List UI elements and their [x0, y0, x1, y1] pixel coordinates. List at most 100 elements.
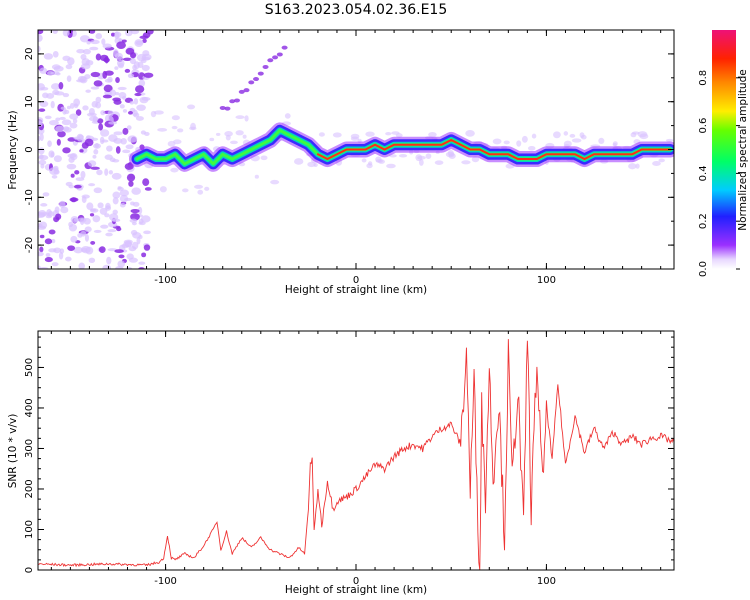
spectrogram-noise-blob — [128, 180, 134, 187]
spectrogram-noise-blob — [138, 221, 146, 226]
spectrogram-noise-blob — [76, 48, 85, 54]
spectrogram-faint-blob — [350, 133, 360, 140]
spectrogram-noise-blob — [112, 197, 119, 205]
spectrogram-noise-blob — [130, 213, 140, 221]
snr-panel: -100 0 100 0 100 200 300 400 500 Height of strai… — [7, 330, 675, 596]
spectrogram-faint-blob — [658, 158, 665, 163]
spectrogram-faint-blob — [471, 156, 480, 163]
spectrogram-faint-blob — [242, 134, 247, 139]
snr-y-tick-label: 300 — [24, 439, 35, 458]
spectrogram-noise-blob — [54, 91, 65, 96]
spectrogram-streak-blob — [281, 45, 288, 50]
spectrogram-noise-blob — [144, 187, 152, 191]
spectrogram-faint-blob — [428, 132, 437, 138]
spectrogram-noise-blob — [106, 256, 112, 265]
spectrogram-noise-blob — [111, 172, 122, 180]
spectrogram-noise-blob — [38, 147, 45, 155]
spectrogram-faint-blob — [652, 160, 661, 167]
spectrogram-noise-blob — [38, 30, 44, 35]
spectrogram-noise-blob — [129, 57, 136, 65]
spectrogram-faint-blob — [628, 163, 637, 170]
spectrogram-noise-blob — [100, 129, 110, 137]
spectrogram-noise-blob — [136, 236, 141, 245]
spectrogram-noise-blob — [138, 261, 146, 265]
spectrogram-noise-blob — [107, 110, 114, 117]
spectrogram-noise-blob — [111, 32, 116, 37]
spectrogram-noise-blob — [58, 82, 64, 90]
spectrogram-x-tick-label: 100 — [537, 275, 556, 286]
spectrogram-noise-blob — [111, 218, 121, 223]
spectrogram-streak-blob — [276, 52, 283, 57]
spectrogram-noise-blob — [98, 246, 106, 254]
spectrogram-noise-blob — [108, 134, 118, 142]
spectrogram-noise-blob — [69, 102, 75, 109]
spectrogram-faint-blob — [177, 128, 184, 133]
spectrogram-noise-blob — [50, 100, 55, 109]
spectrogram-noise-blob — [78, 262, 85, 269]
spectrogram-noise-blob — [119, 202, 126, 208]
spectrogram-noise-blob — [117, 260, 125, 268]
spectrogram-faint-blob — [434, 160, 444, 165]
spectrogram-noise-blob — [87, 160, 97, 167]
spectrogram-noise-blob — [38, 45, 41, 53]
spectrogram-noise-blob — [68, 184, 75, 189]
spectrogram-noise-blob — [57, 130, 66, 138]
spectrogram-noise-blob — [56, 138, 61, 146]
spectrogram-faint-blob — [527, 145, 536, 151]
spectrogram-noise-blob — [38, 251, 44, 257]
spectrogram-noise-blob — [38, 108, 46, 112]
spectrogram-faint-blob — [153, 110, 164, 115]
spectrogram-noise-blob — [116, 227, 122, 232]
spectrogram-faint-blob — [630, 132, 637, 138]
spectrogram-noise-blob — [130, 208, 140, 214]
spectrogram-y-tick-label: -10 — [24, 189, 35, 205]
spectrogram-noise-blob — [60, 206, 69, 214]
spectrogram-noise-blob — [40, 203, 48, 207]
spectrogram-noise-blob — [93, 229, 102, 233]
spectrogram-noise-blob — [40, 163, 45, 169]
spectrogram-faint-blob — [418, 158, 424, 166]
spectrogram-noise-blob — [69, 122, 78, 129]
spectrogram-noise-blob — [95, 53, 102, 61]
spectrogram-noise-blob — [55, 117, 61, 122]
spectrogram-noise-blob — [74, 170, 80, 175]
spectrogram-y-tick-label: -20 — [24, 237, 35, 253]
spectrogram-noise-blob — [106, 145, 113, 152]
spectrogram-noise-blob — [50, 71, 60, 75]
spectrogram-y-tick-label: 0 — [24, 146, 35, 152]
spectrogram-noise-blob — [84, 234, 90, 242]
colorbar-gradient — [712, 30, 736, 269]
spectrogram-noise-blob — [141, 64, 150, 72]
spectrogram-noise-blob — [88, 257, 96, 264]
spectrogram-faint-blob — [244, 115, 249, 122]
spectrogram-noise-blob — [114, 249, 124, 254]
spectrogram-noise-blob — [115, 76, 120, 84]
spectrogram-faint-blob — [209, 137, 215, 142]
spectrogram-y-label: Frequency (Hz) — [7, 110, 19, 189]
spectrogram-x-tick-label: -100 — [154, 275, 177, 286]
spectrogram-noise-blob — [73, 246, 83, 254]
spectrogram-noise-blob — [98, 123, 104, 131]
spectrogram-noise-blob — [107, 76, 113, 83]
spectrogram-noise-blob — [53, 155, 62, 163]
spectrogram-noise-blob — [43, 53, 54, 60]
spectrogram-noise-blob — [116, 41, 126, 49]
spectrogram-noise-blob — [141, 56, 151, 61]
spectrogram-noise-blob — [47, 210, 54, 217]
snr-y-tick-label: 200 — [24, 479, 35, 498]
spectrogram-noise-blob — [120, 138, 127, 145]
spectrogram-noise-blob — [69, 197, 79, 202]
spectrogram-noise-blob — [136, 104, 146, 111]
spectrogram-noise-blob — [118, 254, 125, 259]
spectrogram-noise-blob — [86, 40, 91, 45]
snr-y-label: SNR (10 * v/v) — [7, 414, 19, 489]
spectrogram-noise-blob — [88, 183, 96, 187]
spectrogram-noise-blob — [99, 207, 108, 215]
spectrogram-noise-blob — [129, 218, 138, 223]
snr-x-label: Height of straight line (km) — [285, 584, 427, 596]
spectrogram-faint-blob — [635, 163, 640, 169]
spectrogram-noise-blob — [42, 192, 50, 197]
spectrogram-noise-blob — [66, 163, 77, 170]
